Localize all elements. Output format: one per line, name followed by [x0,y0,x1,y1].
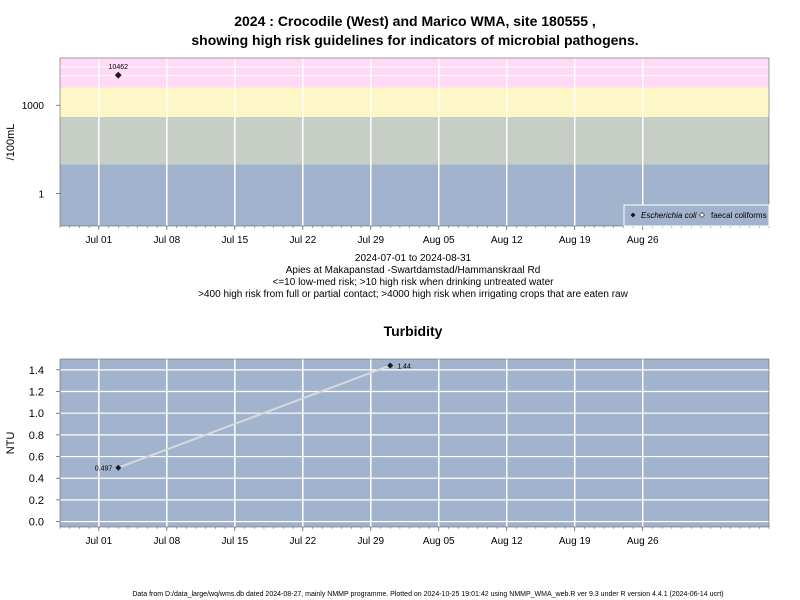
footer-note: Data from D:/data_large/wq/wms.db dated … [132,591,723,598]
legend-ecoli-label: Escherichia coli [641,211,697,220]
x-tick-label: Jul 08 [153,536,180,547]
top-x-axis: Jul 01 Jul 08 Jul 15 Jul 22 Jul 29 Aug 05 Aug … [59,226,770,246]
bottom-grid [60,359,769,527]
y-tick-label: 1000 [22,101,45,112]
legend-fecal-marker [699,212,705,218]
turbidity-line [117,364,391,469]
top-data-points: 10462 [109,64,129,79]
top-plot-border [59,57,770,227]
caption-risk-drinking: <=10 low-med risk; >10 high risk when dr… [273,277,555,288]
x-tick-label: Aug 05 [423,235,455,246]
y-tick-label: 0.4 [29,473,44,485]
turbidity-data-label: 1.44 [397,364,411,371]
ecoli-data-label: 10462 [109,64,129,71]
bottom-plot-area: 0.497 1.44 Jul 01 Jul 08 Jul 15 Jul 22 Jul 29… [5,358,770,547]
top-grid [60,58,769,226]
y-tick-label: 0.0 [29,517,44,529]
top-y-axis: 1 1000 [22,101,60,201]
x-tick-label: Aug 12 [491,235,523,246]
caption-date-range: 2024-07-01 to 2024-08-31 [355,253,472,264]
top-plot-area: 10462 Jul 01 Jul 08 Jul 15 Jul 22 Jul 29 Aug … [5,57,770,246]
bottom-y-axis: 0.0 0.2 0.4 0.6 0.8 1.0 1.2 1.4 [29,365,60,529]
bottom-plot-background [60,359,769,527]
risk-bands [60,58,769,226]
x-tick-label: Jul 22 [289,536,316,547]
top-y-axis-label: /100mL [5,124,17,161]
risk-band [60,58,769,88]
x-tick-label: Jul 29 [357,536,384,547]
turbidity-data-point [387,362,394,369]
legend-ecoli-marker [630,212,636,218]
x-tick-label: Aug 12 [491,536,523,547]
x-tick-label: Aug 05 [423,536,455,547]
x-tick-label: Aug 26 [627,536,659,547]
x-tick-label: Jul 15 [221,536,248,547]
bottom-x-axis: Jul 01 Jul 08 Jul 15 Jul 22 Jul 29 Aug 05 Aug … [59,527,770,547]
top-legend: Escherichia coli faecal coliforms [623,204,770,227]
ecoli-data-point [114,71,122,79]
turbidity-series: 0.497 1.44 [95,362,411,473]
x-tick-label: Aug 19 [559,536,591,547]
bottom-y-axis-label: NTU [5,432,17,455]
legend-box [623,204,770,227]
x-tick-label: Jul 15 [221,235,248,246]
y-tick-label: 1.2 [29,387,44,399]
x-tick-label: Aug 26 [627,235,659,246]
caption-risk-contact: >400 high risk from full or partial cont… [198,289,628,300]
legend-fecal-label: faecal coliforms [711,211,767,220]
y-tick-label: 0.6 [29,452,44,464]
x-tick-label: Jul 08 [153,235,180,246]
y-tick-label: 1.0 [29,408,44,420]
x-tick-label: Jul 22 [289,235,316,246]
y-tick-label: 0.8 [29,430,44,442]
chart-title-line2: showing high risk guidelines for indicat… [191,32,638,48]
caption-site: Apies at Makapanstad -Swartdamstad/Hamma… [286,265,541,276]
x-tick-label: Jul 01 [86,536,113,547]
risk-band [60,87,769,117]
x-tick-label: Jul 01 [86,235,113,246]
turbidity-data-label: 0.497 [95,466,113,473]
turbidity-data-point [115,464,122,471]
x-tick-label: Aug 19 [559,235,591,246]
x-tick-label: Jul 29 [357,235,384,246]
y-tick-label: 1 [38,190,44,201]
risk-band [60,116,769,165]
y-tick-label: 0.2 [29,495,44,507]
y-tick-label: 1.4 [29,365,44,377]
turbidity-title: Turbidity [384,323,443,339]
chart-title-line1: 2024 : Crocodile (West) and Marico WMA, … [234,13,596,29]
bottom-plot-border [59,358,770,528]
